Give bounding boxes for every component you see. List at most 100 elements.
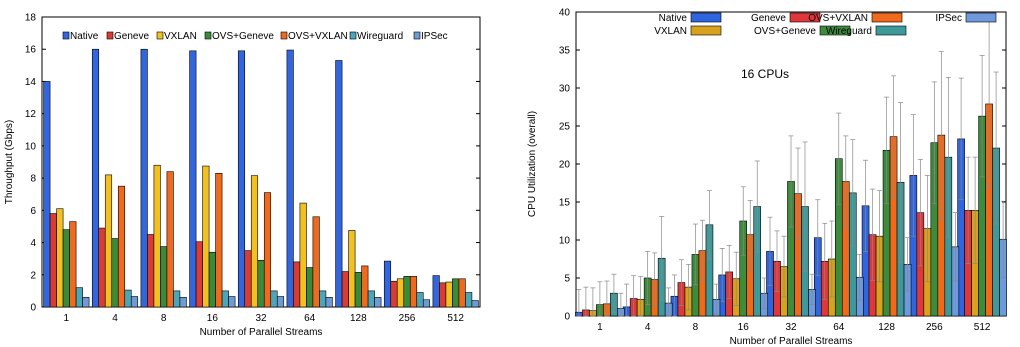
bar xyxy=(160,246,168,308)
x-tick-label: 16 xyxy=(738,322,750,333)
bar xyxy=(312,216,320,308)
x-axis-title: Number of Parallel Streams xyxy=(730,336,853,347)
legend-swatch xyxy=(871,12,903,23)
y-tick-label: 40 xyxy=(559,8,571,19)
y-tick-label: 35 xyxy=(559,46,571,57)
bar xyxy=(62,229,70,308)
legend-swatch xyxy=(62,31,70,40)
legend-label: OVS+Geneve xyxy=(212,31,274,42)
x-tick-label: 128 xyxy=(878,322,895,333)
bar xyxy=(465,292,473,308)
bar xyxy=(237,50,246,308)
y-tick-label: 0 xyxy=(564,312,570,323)
legend-label: Wireguard xyxy=(357,31,403,42)
y-tick-label: 15 xyxy=(559,198,571,209)
bar xyxy=(354,272,362,308)
x-tick-label: 256 xyxy=(399,313,416,324)
legend-swatch xyxy=(280,31,288,40)
legend-swatch xyxy=(106,31,114,40)
bar xyxy=(299,202,307,308)
y-axis-title: CPU Utilization (overall) xyxy=(527,111,538,217)
bar xyxy=(390,280,398,308)
bar xyxy=(130,296,139,308)
x-tick-label: 512 xyxy=(974,322,991,333)
x-tick-label: 1 xyxy=(64,313,70,324)
legend-swatch xyxy=(965,12,997,23)
x-tick-label: 8 xyxy=(693,322,699,333)
bar xyxy=(173,290,181,308)
bar xyxy=(471,300,479,308)
bar xyxy=(82,297,90,308)
bar xyxy=(325,297,333,308)
bar xyxy=(208,251,216,308)
legend-swatch xyxy=(789,12,821,23)
y-tick-label: 4 xyxy=(30,238,36,249)
bar xyxy=(367,290,375,308)
y-axis-title: Throughput (Gbps) xyxy=(4,120,15,205)
x-tick-label: 64 xyxy=(304,313,316,324)
y-tick-label: 16 xyxy=(25,45,37,56)
y-tick-label: 0 xyxy=(30,303,36,314)
y-tick-label: 5 xyxy=(564,274,570,285)
bar xyxy=(257,259,265,308)
legend-swatch xyxy=(690,12,722,23)
bar xyxy=(140,48,148,308)
bar xyxy=(104,174,113,308)
bar xyxy=(270,290,278,308)
y-tick-label: 12 xyxy=(25,109,37,120)
bar xyxy=(306,267,314,308)
bar xyxy=(416,292,424,308)
y-tick-label: 10 xyxy=(25,141,37,152)
legend-label: Wireguard xyxy=(826,26,872,37)
bar xyxy=(69,221,77,308)
bar xyxy=(111,238,119,308)
x-tick-label: 128 xyxy=(350,313,367,324)
legend-label: VXLAN xyxy=(654,26,687,37)
legend-swatch xyxy=(204,31,212,40)
y-tick-label: 20 xyxy=(559,160,571,171)
legend-swatch xyxy=(156,31,164,40)
bar xyxy=(117,185,126,308)
bar xyxy=(166,171,174,308)
bar xyxy=(396,278,405,308)
bar xyxy=(124,289,132,308)
legend-swatch xyxy=(875,25,907,36)
bar xyxy=(409,276,418,308)
x-tick-label: 512 xyxy=(447,313,464,324)
x-tick-label: 4 xyxy=(645,322,651,333)
bar xyxy=(75,287,83,308)
legend-label: IPSec xyxy=(421,31,448,42)
bar xyxy=(361,265,369,308)
bar xyxy=(215,172,223,308)
legend-swatch xyxy=(413,31,421,40)
bar xyxy=(179,297,187,308)
bar xyxy=(98,227,106,308)
bar xyxy=(147,234,155,308)
x-tick-label: 32 xyxy=(255,313,267,324)
legend-swatch xyxy=(349,31,357,40)
y-tick-label: 10 xyxy=(559,236,571,247)
bar xyxy=(276,296,285,308)
bar xyxy=(49,213,57,308)
legend-label: Geneve xyxy=(751,13,786,24)
bar xyxy=(452,278,460,308)
bar xyxy=(202,165,210,308)
annotation-label: 16 CPUs xyxy=(741,67,789,81)
legend-swatch xyxy=(690,25,722,36)
x-tick-label: 4 xyxy=(112,313,118,324)
y-tick-label: 2 xyxy=(30,270,36,281)
y-tick-label: 14 xyxy=(25,77,37,88)
legend-label: OVS+Geneve xyxy=(754,26,816,37)
x-tick-label: 32 xyxy=(785,322,797,333)
y-tick-label: 18 xyxy=(25,13,37,24)
bar xyxy=(348,230,356,308)
x-tick-label: 16 xyxy=(207,313,219,324)
bar xyxy=(244,250,252,308)
x-tick-label: 256 xyxy=(926,322,943,333)
bar xyxy=(195,241,203,308)
legend-label: Native xyxy=(659,13,688,24)
y-tick-label: 25 xyxy=(559,122,571,133)
legend-label: OVS+VXLAN xyxy=(808,13,868,24)
bar xyxy=(189,50,197,308)
